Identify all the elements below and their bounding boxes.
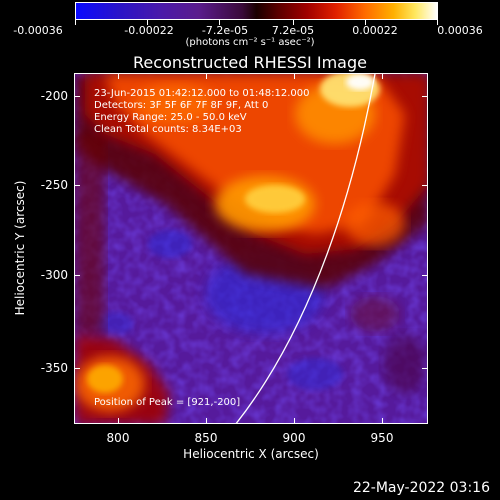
colorbar-tick-label: 7.2e-05: [271, 24, 315, 37]
x-tick: [382, 73, 383, 79]
peak-position-label: Position of Peak = [921,-200]: [94, 397, 241, 408]
time-range-label: 23-Jun-2015 01:42:12.000 to 01:48:12.000: [94, 88, 310, 99]
y-tick-label: -300: [40, 268, 68, 282]
colorbar: [75, 2, 438, 20]
y-tick: [422, 275, 428, 276]
colorbar-tick: [365, 20, 366, 25]
x-tick: [382, 418, 383, 424]
plot-title: Reconstructed RHESSI Image: [133, 53, 367, 72]
x-tick: [294, 73, 295, 79]
reconstructed-image: [75, 74, 427, 423]
colorbar-tick-label: -7.2e-05: [201, 24, 249, 37]
y-tick: [422, 96, 428, 97]
colorbar-tick-label: 0.00022: [352, 24, 398, 37]
generation-timestamp: 22-May-2022 03:16: [352, 480, 490, 496]
colorbar-tick: [147, 20, 148, 25]
y-axis-title: Heliocentric Y (arcsec): [13, 180, 27, 316]
detectors-label: Detectors: 3F 5F 6F 7F 8F 9F, Att 0: [94, 100, 269, 111]
x-axis-title: Heliocentric X (arcsec): [183, 447, 319, 461]
y-tick: [74, 368, 80, 369]
colorbar-tick-label: -0.00036: [13, 24, 63, 37]
x-tick: [118, 418, 119, 424]
image-plot-area: 23-Jun-2015 01:42:12.000 to 01:48:12.000…: [74, 73, 428, 424]
y-tick: [74, 275, 80, 276]
x-tick: [206, 73, 207, 79]
y-tick-label: -250: [40, 178, 68, 192]
x-tick: [294, 418, 295, 424]
solar-limb-curve: [235, 74, 376, 423]
x-tick-label: 850: [194, 431, 218, 445]
colorbar-tick: [219, 20, 220, 25]
y-tick: [422, 368, 428, 369]
y-tick: [74, 185, 80, 186]
x-tick-label: 950: [370, 431, 394, 445]
colorbar-tick: [75, 20, 76, 25]
colorbar-tick-label: 0.00036: [437, 24, 483, 37]
y-tick: [74, 96, 80, 97]
x-tick: [206, 418, 207, 424]
energy-range-label: Energy Range: 25.0 - 50.0 keV: [94, 112, 247, 123]
colorbar-units: (photons cm⁻² s⁻¹ asec⁻²): [185, 37, 315, 48]
x-tick-label: 900: [282, 431, 306, 445]
clean-counts-label: Clean Total counts: 8.34E+03: [94, 124, 242, 135]
x-tick: [118, 73, 119, 79]
x-tick-label: 800: [106, 431, 130, 445]
y-tick: [422, 185, 428, 186]
colorbar-tick: [437, 20, 438, 25]
colorbar-tick: [293, 20, 294, 25]
colorbar-tick-label: -0.00022: [124, 24, 174, 37]
y-tick-label: -200: [40, 89, 68, 103]
y-tick-label: -350: [40, 361, 68, 375]
